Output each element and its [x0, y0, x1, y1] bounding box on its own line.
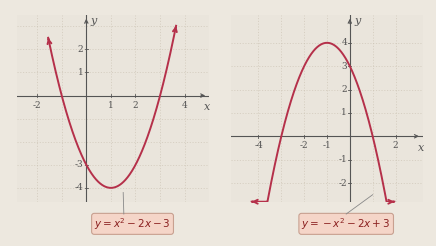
Text: 1: 1	[341, 108, 347, 117]
Text: -4: -4	[254, 141, 263, 150]
Text: 1: 1	[78, 68, 83, 77]
Text: 2: 2	[78, 45, 83, 54]
Text: -4: -4	[75, 183, 83, 192]
Text: 4: 4	[182, 101, 187, 110]
Text: -1: -1	[323, 141, 331, 150]
Text: y: y	[354, 16, 360, 26]
Text: -2: -2	[338, 179, 347, 187]
Text: x: x	[418, 143, 424, 153]
Text: $y = -x^2 - 2x + 3$: $y = -x^2 - 2x + 3$	[302, 216, 391, 232]
Text: 3: 3	[341, 62, 347, 71]
Text: 1: 1	[108, 101, 114, 110]
Text: 2: 2	[341, 85, 347, 94]
Text: x: x	[204, 102, 210, 112]
Text: $y = x^2 - 2x - 3$: $y = x^2 - 2x - 3$	[94, 216, 171, 232]
Text: -2: -2	[33, 101, 41, 110]
Text: -3: -3	[75, 160, 83, 169]
Text: y: y	[91, 16, 97, 26]
Text: -2: -2	[300, 141, 309, 150]
Text: 2: 2	[393, 141, 399, 150]
Text: -1: -1	[338, 155, 347, 164]
Text: 2: 2	[133, 101, 138, 110]
Text: 4: 4	[341, 38, 347, 47]
